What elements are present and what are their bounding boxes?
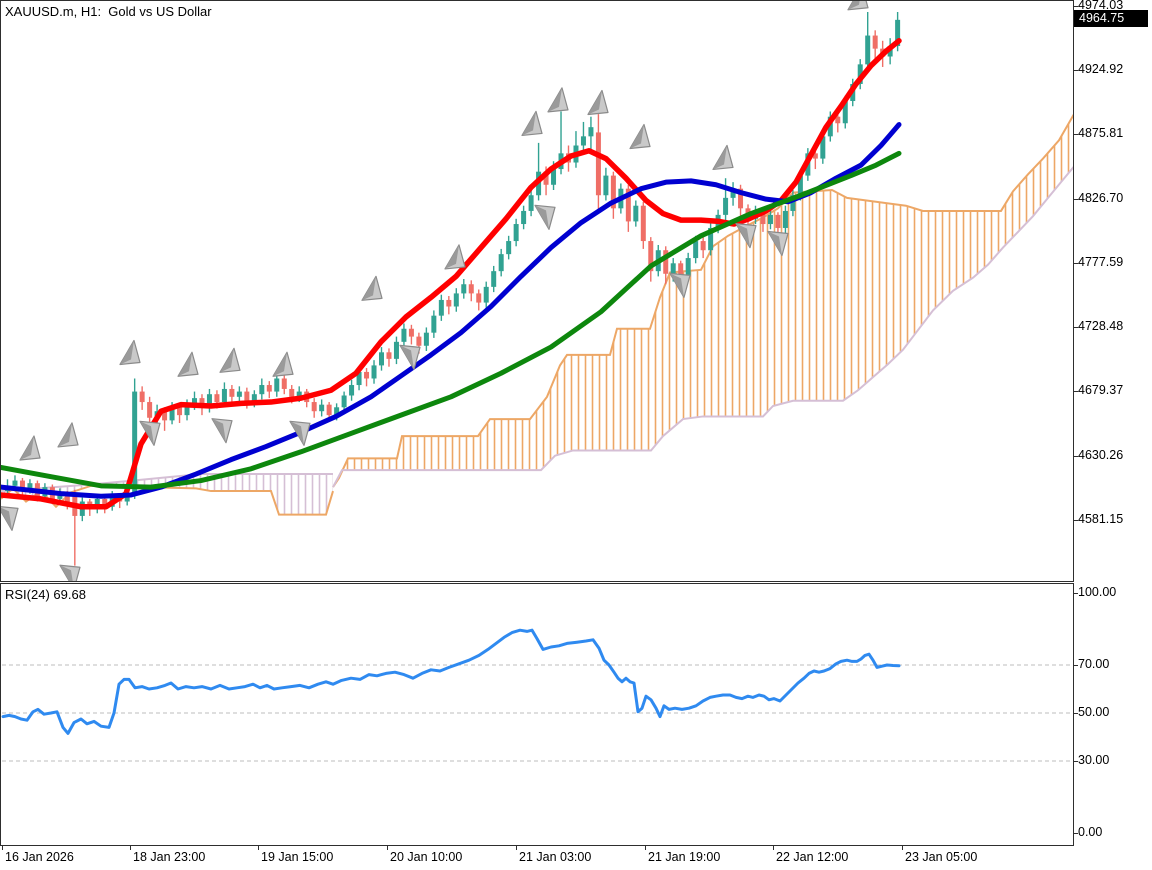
- fractal-up-arrow: [629, 123, 651, 150]
- time-axis-label: 21 Jan 19:00: [648, 850, 721, 864]
- fractal-down-arrow: [534, 204, 556, 230]
- price-axis-label: 4581.15: [1078, 511, 1124, 526]
- fractal-down-arrow: [1, 506, 19, 531]
- time-axis-tick: [516, 845, 517, 850]
- price-axis-label: 4974.03: [1078, 0, 1124, 12]
- price-axis-label: 4924.92: [1078, 62, 1124, 76]
- time-axis-tick: [258, 845, 259, 850]
- price-axis-label: 4777.59: [1078, 254, 1124, 269]
- price-axis-label: 4679.37: [1078, 383, 1124, 398]
- price-axis-tick: [1073, 5, 1078, 7]
- price-axis-tick: [1073, 198, 1078, 200]
- ma-fast-red: [1, 38, 902, 510]
- time-axis-label: 19 Jan 15:00: [261, 850, 334, 864]
- price-axis-tick: [1073, 70, 1078, 71]
- fractal-down-arrow: [767, 230, 789, 257]
- fractal-up-arrow: [19, 435, 41, 461]
- fractal-up-arrow: [547, 87, 569, 113]
- fractal-down-arrow: [735, 223, 757, 249]
- time-axis-label: 21 Jan 03:00: [519, 850, 592, 864]
- fractal-up-arrow: [272, 351, 294, 377]
- fractal-down-arrow: [399, 344, 421, 370]
- current-price-tag: 4964.75: [1074, 10, 1148, 27]
- fractal-down-arrow: [669, 272, 691, 298]
- time-axis-label: 16 Jan 2026: [5, 850, 74, 864]
- rsi-line: [1, 628, 901, 735]
- fractal-up-arrow: [57, 422, 79, 448]
- ma-slow-green: [1, 150, 902, 490]
- fractal-up-arrow: [444, 244, 466, 270]
- price-axis-label: 4728.48: [1078, 319, 1124, 334]
- fractal-arrows: [1, 1, 869, 581]
- kumo-bullish-main: [332, 113, 1073, 488]
- rsi-axis-label: 0.00: [1078, 825, 1103, 839]
- rsi-indicator-panel[interactable]: [0, 583, 1074, 846]
- time-axis-tick: [645, 845, 646, 850]
- fractal-up-arrow: [361, 275, 383, 301]
- rsi-line-chart[interactable]: [1, 584, 1073, 845]
- time-axis-tick: [2, 845, 3, 850]
- time-axis-tick: [387, 845, 388, 850]
- rsi-axis-tick: [1073, 761, 1078, 762]
- price-axis-tick: [1073, 262, 1078, 264]
- fractal-up-arrow: [219, 347, 241, 373]
- rsi-axis-tick: [1073, 713, 1078, 714]
- price-axis-tick: [1073, 519, 1078, 521]
- fractal-down-arrow: [211, 418, 233, 444]
- price-axis-label: 4630.26: [1078, 447, 1124, 462]
- rsi-axis-tick: [1073, 593, 1078, 594]
- fractal-up-arrow: [712, 144, 734, 171]
- time-axis-label: 20 Jan 10:00: [390, 850, 463, 864]
- main-chart-panel[interactable]: [0, 0, 1074, 582]
- fractal-down-arrow: [59, 564, 81, 581]
- price-axis-label: 4875.81: [1078, 126, 1124, 141]
- price-axis-tick: [1073, 391, 1078, 393]
- candlestick-chart[interactable]: [1, 1, 1073, 581]
- fractal-up-arrow: [177, 351, 199, 377]
- price-axis-label: 4826.70: [1078, 190, 1124, 205]
- rsi-name: RSI(24): [5, 587, 50, 602]
- price-axis-tick: [1073, 134, 1078, 136]
- rsi-axis-tick: [1073, 833, 1078, 834]
- rsi-value: 69.68: [53, 587, 86, 602]
- rsi-axis-label: 30.00: [1078, 753, 1110, 767]
- time-axis-tick: [773, 845, 774, 850]
- fractal-down-arrow: [139, 420, 161, 446]
- time-axis-tick: [902, 845, 903, 850]
- rsi-axis-label: 100.00: [1078, 585, 1117, 599]
- time-axis-tick: [130, 845, 131, 850]
- rsi-axis-tick: [1073, 665, 1078, 666]
- fractal-down-arrow: [289, 420, 311, 446]
- rsi-axis-label: 50.00: [1078, 705, 1110, 719]
- fractal-up-arrow: [119, 339, 141, 366]
- chart-title: XAUUSD.m, H1: Gold vs US Dollar: [5, 4, 212, 19]
- fractal-up-arrow: [587, 89, 609, 116]
- time-axis-label: 22 Jan 12:00: [776, 850, 849, 864]
- fractal-up-arrow: [521, 110, 543, 137]
- rsi-indicator-label: RSI(24) 69.68: [5, 587, 86, 602]
- time-axis-label: 18 Jan 23:00: [133, 850, 206, 864]
- price-axis-tick: [1073, 327, 1078, 329]
- price-axis-tick: [1073, 455, 1078, 457]
- rsi-axis-label: 70.00: [1078, 657, 1110, 671]
- time-axis-label: 23 Jan 05:00: [905, 850, 978, 864]
- fractal-up-arrow: [847, 1, 869, 11]
